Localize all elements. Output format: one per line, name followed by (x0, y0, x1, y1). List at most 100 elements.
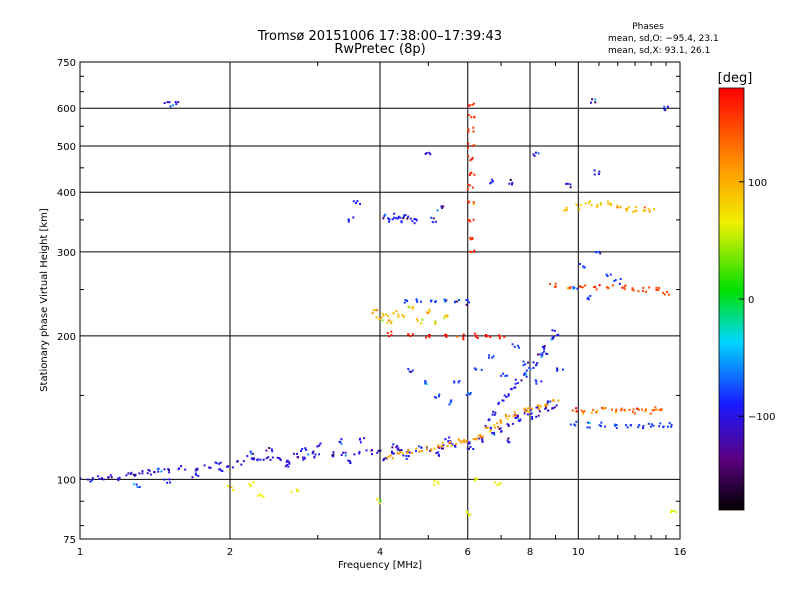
data-point (129, 473, 132, 475)
data-point (484, 424, 487, 427)
data-point (268, 447, 271, 449)
data-point (287, 465, 290, 468)
data-point (492, 410, 495, 413)
data-point (432, 217, 435, 220)
data-point (467, 114, 470, 117)
data-point (404, 299, 407, 301)
data-point (463, 441, 466, 444)
data-point (403, 214, 406, 217)
data-point (644, 209, 647, 212)
data-point (389, 454, 392, 457)
data-point (288, 461, 291, 464)
data-point (428, 336, 431, 338)
data-point (356, 200, 359, 203)
data-point (594, 251, 597, 253)
data-point (552, 407, 554, 410)
data-point (635, 209, 638, 212)
data-point (518, 346, 521, 349)
data-point (540, 380, 543, 383)
data-point (620, 409, 622, 412)
data-point (421, 318, 424, 321)
data-point (408, 370, 411, 373)
data-point (109, 474, 112, 477)
data-point (399, 451, 402, 454)
data-point (434, 322, 437, 325)
data-point (415, 450, 417, 453)
data-point (467, 128, 470, 131)
data-point (623, 288, 626, 291)
data-point (485, 334, 487, 336)
data-point (428, 151, 431, 154)
data-point (249, 450, 252, 453)
data-point (406, 217, 409, 220)
data-point (506, 439, 509, 442)
data-point (525, 369, 528, 372)
data-point (467, 392, 470, 395)
data-point (403, 215, 405, 218)
data-point (514, 417, 517, 419)
data-point (156, 468, 159, 471)
data-point (562, 368, 564, 371)
data-point (249, 484, 252, 487)
data-point (485, 335, 488, 338)
y-tick-label: 400 (57, 188, 76, 199)
data-point (473, 249, 476, 252)
data-point (469, 513, 472, 516)
data-point (538, 410, 541, 413)
data-point (653, 408, 656, 411)
data-point (378, 502, 381, 505)
data-point (465, 393, 468, 396)
data-point (168, 471, 171, 474)
data-point (472, 218, 475, 221)
data-point (636, 407, 639, 410)
data-point (546, 353, 549, 355)
data-point (607, 287, 610, 290)
data-point (490, 181, 493, 184)
data-point (479, 434, 482, 436)
data-point (449, 400, 452, 403)
data-point (580, 286, 583, 289)
data-point (438, 454, 440, 457)
data-point (416, 318, 418, 321)
data-point (620, 407, 623, 410)
data-point (450, 399, 453, 402)
stats-heading: Phases (632, 22, 664, 32)
data-point (271, 456, 274, 459)
data-point (531, 416, 534, 418)
data-point (493, 424, 496, 426)
data-point (584, 202, 587, 205)
data-point (246, 455, 249, 458)
data-point (526, 407, 529, 410)
data-point (138, 472, 141, 475)
data-point (528, 407, 531, 410)
colorbar-label: [deg] (718, 71, 753, 86)
data-point (467, 146, 469, 149)
data-point (130, 471, 133, 474)
data-point (587, 298, 590, 301)
data-point (580, 409, 583, 412)
data-point (352, 216, 355, 219)
data-point (489, 429, 492, 432)
data-point (438, 393, 441, 396)
data-point (574, 424, 577, 427)
data-point (297, 456, 300, 459)
data-point (148, 469, 151, 472)
data-point (626, 426, 629, 429)
data-point (614, 279, 617, 282)
data-point (437, 482, 440, 485)
data-point (633, 412, 636, 415)
data-point (418, 450, 421, 453)
data-point (365, 449, 368, 452)
data-point (407, 368, 410, 370)
data-point (537, 414, 540, 417)
data-point (662, 291, 665, 294)
data-point (492, 355, 495, 358)
data-point (474, 438, 477, 441)
data-point (526, 410, 529, 412)
data-point (482, 435, 485, 438)
data-point (512, 415, 515, 418)
data-point (611, 284, 614, 287)
data-point (511, 343, 514, 346)
data-point (446, 315, 449, 318)
data-point (391, 450, 393, 453)
